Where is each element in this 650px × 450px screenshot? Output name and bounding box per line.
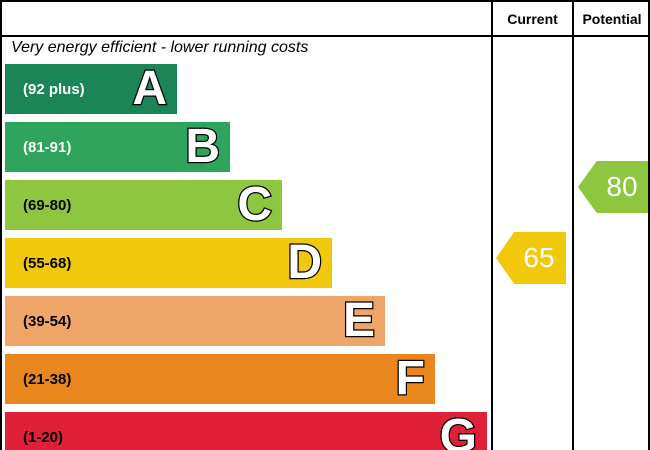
band-range-label: (92 plus) (23, 80, 85, 98)
band-c: (69-80) C (5, 178, 282, 231)
current-rating-value: 65 (523, 242, 555, 273)
band-letter: F (394, 352, 426, 405)
band-letter: E (342, 294, 377, 347)
band-letter: D (286, 236, 323, 289)
band-range-label: (21-38) (23, 370, 72, 388)
current-column-divider-line (491, 2, 493, 450)
potential-rating-value: 80 (606, 171, 638, 202)
band-range-label: (81-91) (23, 138, 72, 156)
potential-column-label: Potential (582, 10, 642, 27)
potential-rating-arrow-icon: 80 (578, 161, 648, 213)
band-range-label: (69-80) (23, 196, 72, 214)
potential-column-header: Potential (574, 2, 648, 35)
header-divider-line (2, 35, 648, 37)
band-g: (1-20) G (5, 410, 487, 450)
band-d: (55-68) D (5, 236, 332, 289)
band-f: (21-38) F (5, 352, 435, 405)
band-range-label: (39-54) (23, 312, 72, 330)
current-column-header: Current (493, 2, 572, 35)
potential-column-divider-line (572, 2, 574, 450)
band-range-label: (1-20) (23, 428, 64, 446)
band-range-label: (55-68) (23, 254, 72, 272)
top-caption: Very energy efficient - lower running co… (11, 39, 309, 56)
band-letter: B (184, 120, 221, 173)
current-column-label: Current (507, 10, 558, 27)
band-letter: A (131, 62, 168, 115)
band-letter: G (438, 410, 478, 450)
band-e: (39-54) E (5, 294, 385, 347)
current-rating-arrow-icon: 65 (496, 232, 566, 284)
band-b: (81-91) B (5, 120, 230, 173)
band-letter: C (236, 178, 273, 231)
band-a: (92 plus) A (5, 62, 177, 115)
